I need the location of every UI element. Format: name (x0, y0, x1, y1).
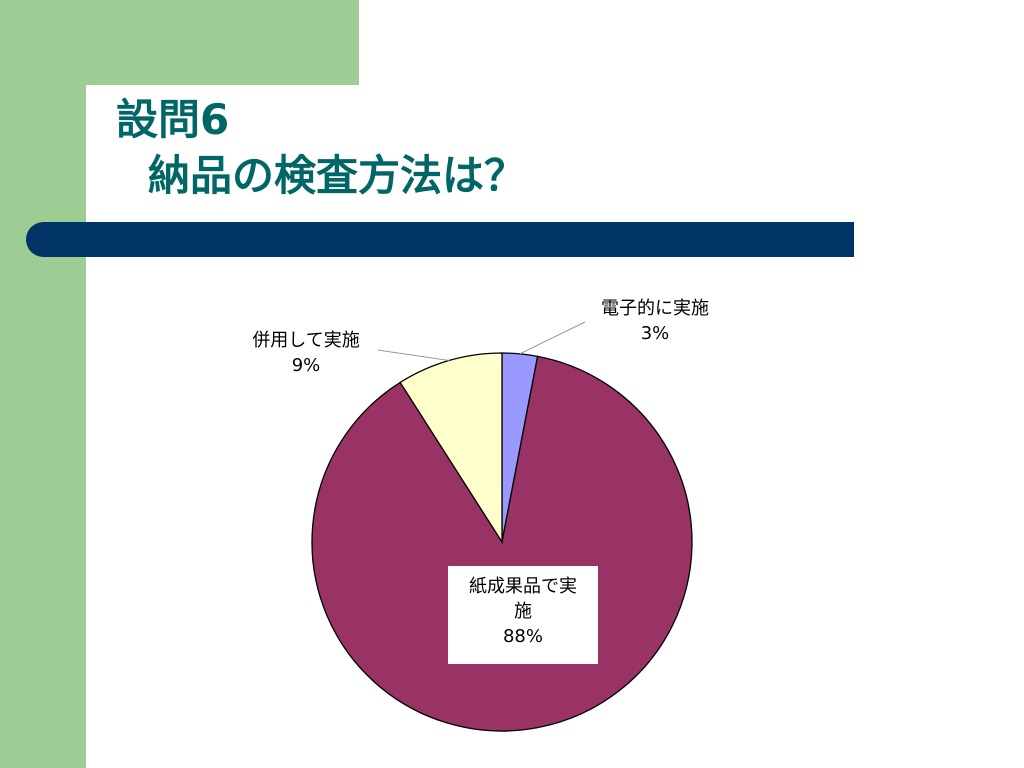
label-electronic-name: 電子的に実施 (601, 298, 709, 319)
title-divider-bar (26, 222, 854, 257)
label-electronic: 電子的に実施 3% (582, 296, 728, 346)
label-paper-name-line1: 紙成果品で実 (469, 576, 577, 597)
label-combined-name: 併用して実施 (252, 330, 360, 351)
left-green-band (0, 0, 86, 768)
label-paper-percent: 88% (502, 626, 543, 647)
label-combined: 併用して実施 9% (233, 328, 379, 378)
label-combined-percent: 9% (291, 355, 321, 376)
leader-line-electronic (519, 321, 586, 355)
title-question-number: 設問6 (116, 95, 230, 144)
pie-slice-combined (399, 352, 503, 545)
label-paper-name-line2: 施 (514, 601, 532, 622)
slide-title: 設問6 納品の検査方法は？ (116, 92, 526, 204)
label-paper: 紙成果品で実 施 88% (448, 566, 598, 664)
top-green-band (0, 0, 359, 85)
title-question-text: 納品の検査方法は？ (148, 151, 527, 200)
leader-line-combined (377, 349, 450, 361)
label-electronic-percent: 3% (640, 323, 670, 344)
